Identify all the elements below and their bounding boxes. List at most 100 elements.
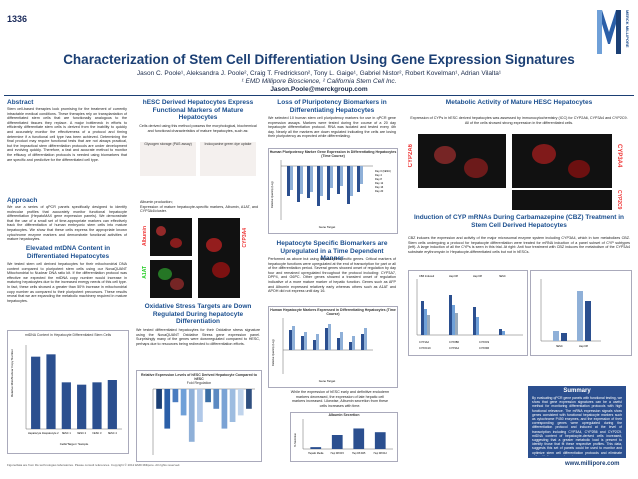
pluripotency-heading: Loss of Pluripotency Biomarkers in Diffe… [277,99,387,114]
pluripotency-chart: Gene Target Relative Quantity (Log) Day … [270,160,391,229]
metabolic-heading: Metabolic Activity of Mature HESC Hepato… [445,99,593,106]
mtdna-tick: hESC 1 [62,431,71,435]
cbz-group-0: CBZ Induced [419,274,435,278]
oxidative-bar [188,389,195,442]
hepatocyte-bars [289,324,367,350]
cbz-group-1: Hep D8 [449,274,458,278]
oxidative-bar [221,389,228,429]
cbz-right-chart: hESC Hep D8 [540,279,601,348]
oxidative-bar [237,389,244,416]
a1at-stain-image: A1AT [142,260,192,298]
cbz-group-3: hESC [499,274,506,278]
pluripotency-chart-title: Human Pluripotency Marker Gene Expressio… [269,150,397,158]
hesc-heading: hESC Derived Hepatocytes Express Functio… [142,99,254,121]
cbz-right-bar-hesc-2 [561,333,567,341]
oxidative-chart-sub: Fold Regulation [186,381,212,385]
oxidative-bar [197,389,203,422]
website-url[interactable]: www.millipore.com [565,461,620,467]
mtdna-tick: Hepatocyte 2 [43,431,59,435]
cbz-heading: Induction of CYP mRNAs During Carbamazep… [413,214,625,229]
cyp3a4-stain-image: CYP3A4 [198,218,248,298]
header-divider [4,95,634,96]
albumin-label: Albumin [142,226,148,246]
albumin-ylabel: % Secretion [293,432,297,447]
cbz-right-chart-frame: hESC Hep D8 [530,270,632,356]
cbz-group-2: Hep D8 [473,274,482,278]
oxidative-text: We tested differentiated hepatocytes for… [136,328,260,346]
cbz-legend-3: CYP2C19 [419,346,431,350]
cyp2c9-stain-image: CYP2C9 [512,190,622,210]
cbz-legend-5: CYP2D6 [479,346,490,350]
oxidative-chart-frame: Relative Expression Levels of hESC Deriv… [136,370,262,462]
footnote: Figure/data are from life technologies l… [7,463,181,467]
pluri-legend-4: Day 16 [375,185,384,189]
cbz-legend-4: CYP3A4 [449,346,460,350]
cbz-right-bar-hep-2 [585,301,591,341]
oxidative-bar [229,389,236,422]
poster-id: 1336 [7,14,28,24]
albumin-text: While the expression of hESC early and d… [290,390,390,408]
mtdna-tick: Hepatocyte 1 [28,431,44,435]
cbz-bars [421,295,505,335]
mtdna-chart-title: mtDNA Content in Hepatocyte Differentiat… [24,333,112,337]
pluripotency-bars [287,166,363,206]
approach-text: We use a series of qPCR panels specifica… [7,205,127,242]
approach-heading: Approach [7,197,38,204]
oxidative-chart [152,388,255,455]
metabolic-text: Expression of CYPs in hESC derived hepat… [410,116,628,125]
pluripotency-text: We selected 10 human stem cell pluripote… [268,116,396,139]
cyp2c9-label: CYP2C9 [616,190,622,210]
indocyanine-micrograph: Indocyanine green dye uptake [200,142,256,176]
oxidative-chart-title: Relative Expression Levels of hESC Deriv… [141,373,257,381]
mtdna-tick: hESC 3 [93,431,102,435]
contact-email[interactable]: Jason.Poole@merckgroup.com [270,86,368,93]
hesc-bullets: Albumin production; Expression of mature… [140,200,258,216]
hesc-bullet-1: Albumin production; [140,200,173,204]
mtdna-chart-frame: mtDNA Content in Hepatocyte Differentiat… [7,330,129,454]
pluri-legend-0: Day 0 (hESC) [375,169,391,173]
pluri-legend-3: Day 12 [375,181,384,185]
hepatocyte-chart-frame: Human Hepatocyte Markers Expressed in Di… [268,306,398,388]
oxidative-bar [205,389,211,403]
poster-title: Characterization of Stem Cell Differenti… [63,52,575,67]
albumin-chart: % Secretion Hepatic Media Hep D8 D15 Hep D… [293,419,393,455]
oxidative-bar [164,389,171,429]
hepatocyte-chart: Gene Target Relative Quantity (Log) [271,318,373,383]
mtdna-heading: Elevated mtDNA Content in Differentiated… [25,245,111,260]
mtdna-xlabel: Cells/Target / Sample [60,442,89,446]
merck-millipore-logo [596,6,622,56]
albumin-chart-title: Albumin Secretion [328,413,360,417]
pluripotency-chart-frame: Human Pluripotency Marker Gene Expressio… [268,148,398,234]
mtdna-bar [61,382,71,429]
hepatocyte-ylabel: Relative Quantity (Log) [271,339,275,366]
pluripotency-xlabel: Gene Target [319,225,336,229]
mtdna-bar [92,382,102,429]
oxidative-bar [180,389,187,416]
pluri-legend-5: Day 20 [375,189,384,193]
abstract-text: Stem cell-based therapies look promising… [7,107,127,162]
glycogen-micrograph: Glycogen storage (PAS assay) [140,142,196,176]
pluri-legend-1: Day 4 [375,173,382,177]
cyp-label: CYP3A4 [242,228,248,248]
cyp3a4-label: CYP3A4 [616,144,622,168]
albumin-tick: Hep D8 D15 [331,452,345,455]
pluripotency-legend: Day 0 (hESC) Day 4 Day 8 Day 12 Day 16 D… [375,169,391,193]
cbz-left-chart: CBZ Induced Hep D8 Hep D8 hESC CYP1A2 CY… [416,274,523,350]
mtdna-bar [46,354,56,429]
mtdna-bar [107,380,117,429]
albumin-tick: Hep D8 D12 [374,452,388,455]
hesc-text: Cells derived using this method possess … [139,124,257,133]
oxidative-heading: Oxidative Stress Targets are Down Regula… [144,303,252,325]
oxidative-bar [246,389,252,409]
abstract-heading: Abstract [7,99,34,106]
mtdna-tick: hESC 2 [77,431,86,435]
author-list: Jason C. Poole¹, Aleksandra J. Poole², C… [136,70,502,77]
cbz-text: CBZ induces the expression and activity … [408,236,630,254]
logo-text: MERCK MILLIPORE [625,10,630,48]
albumin-bar [374,432,386,449]
oxidative-bar [172,389,179,403]
mtdna-bar [31,356,41,429]
summary-heading: Summary [563,388,591,394]
pluri-legend-2: Day 8 [375,177,382,181]
pluripotency-ylabel: Relative Quantity (Log) [270,181,274,208]
